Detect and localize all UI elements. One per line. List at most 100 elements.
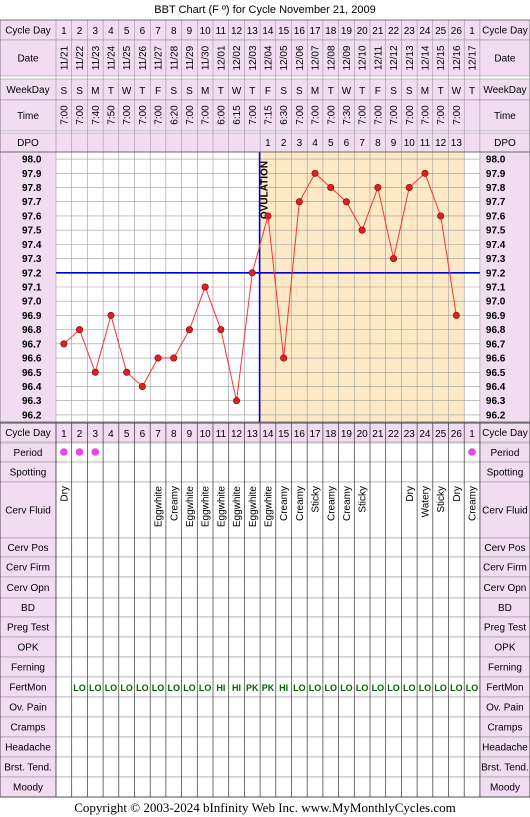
temperature-point-day-15 [280,354,288,362]
date-cell: 12/04 [263,45,274,70]
fertmon-cell: LO [105,683,118,693]
weekday-cell: W [342,86,352,97]
temperature-point-day-20 [358,226,366,234]
temperature-point-day-5 [123,368,131,376]
temperature-point-day-12 [233,397,241,405]
cycle-day-cell-bottom: 16 [294,429,306,440]
cycle-day-cell: 18 [325,26,337,37]
cycle-day-cell-bottom: 18 [325,429,337,440]
temperature-point-day-22 [390,255,398,263]
temperature-point-day-14 [264,212,272,220]
fertmon-cell: LO [372,683,385,693]
row-body-bg-cerv_opn [55,576,481,599]
time-cell: 7:00 [311,105,322,125]
period-dot [468,448,476,456]
fertmon-cell: LO [387,683,400,693]
date-cell: 12/15 [436,45,447,70]
y-tick-label-right: 96.9 [486,311,506,322]
y-tick-label-right: 98.0 [486,155,506,166]
time-cell: 7:00 [154,105,165,125]
temperature-point-day-25 [437,212,445,220]
cerv-fluid-cell: Watery [420,486,431,517]
time-cell: 7:50 [106,105,117,125]
cycle-day-cell-bottom: 15 [278,429,290,440]
date-cell: 12/13 [405,45,416,70]
cycle-day-cell: 24 [419,26,431,37]
cycle-day-cell: 12 [231,26,243,37]
cycle-day-cell: 6 [140,26,146,37]
y-tick-label-left: 97.3 [22,254,42,265]
row-label-right-spotting: Spotting [487,468,524,479]
dpo-cell: 9 [391,138,397,149]
row-label-left-cycle_day: Cycle Day [5,428,51,439]
weekday-cell: T [218,86,224,97]
weekday-cell: T [469,86,475,97]
row-body-bg-bd [55,597,481,618]
dpo-cell: 8 [375,138,381,149]
weekday-cell: W [452,86,462,97]
cycle-day-cell-bottom: 25 [435,429,447,440]
y-tick-label-right: 96.2 [486,410,506,421]
cycle-day-cell-bottom: 5 [124,429,130,440]
time-cell: 7:00 [122,105,133,125]
cycle-day-cell-bottom: 3 [92,429,98,440]
cycle-day-cell-bottom: 17 [309,429,321,440]
date-cell: 12/05 [279,45,290,70]
row-label-left-date: Date [17,54,39,65]
dpo-cell: 1 [265,138,271,149]
date-cell: 11/29 [185,45,196,70]
row-label-left-headache: Headache [5,743,51,754]
weekday-cell: M [91,86,99,97]
lower-table-border [0,422,530,798]
fertmon-cell: LO [152,683,165,693]
cycle-day-cell-bottom: 4 [108,429,114,440]
cerv-fluid-cell: Eggwhite [185,486,196,528]
date-cell: 12/08 [326,45,337,70]
cycle-day-cell-bottom: 14 [262,429,274,440]
time-cell: 7:00 [452,105,463,125]
time-cell: 6:00 [216,105,227,125]
date-cell: 12/07 [311,45,322,70]
cerv-fluid-cell: Creamy [342,486,353,521]
cycle-day-cell: 9 [187,26,193,37]
row-label-right-ferning: Ferning [488,663,522,674]
row-body-bg-period [55,442,481,463]
row-label-left-period: Period [14,448,43,459]
y-tick-label-left: 97.1 [22,283,42,294]
y-tick-label-left: 96.7 [22,339,42,350]
cerv-fluid-cell: Sticky [311,486,322,513]
y-tick-label-left: 97.4 [22,240,42,251]
fertmon-cell: LO [73,683,86,693]
cerv-fluid-cell: Dry [59,486,70,502]
temperature-point-day-10 [201,283,209,291]
row-label-left-moody: Moody [13,783,43,794]
cycle-day-cell: 17 [309,26,321,37]
weekday-cell: S [170,86,177,97]
row-label-right-cycle_day: Cycle Day [482,428,528,439]
row-body-bg-cerv_firm [55,556,481,578]
row-label-left-weekday: WeekDay [6,85,49,96]
cerv-fluid-cell: Eggwhite [232,486,243,528]
temperature-point-day-4 [107,311,115,319]
period-dot [91,448,100,456]
date-cell: 12/09 [342,45,353,70]
footer-copyright: Copyright © 2003-2024 bInfinity Web Inc.… [74,800,455,815]
row-header-bg-time [0,99,530,132]
weekday-cell: W [122,86,132,97]
weekday-cell: T [108,86,114,97]
row-body-bg-preg_test [55,616,481,638]
time-cell: 7:00 [201,105,212,125]
temperature-line [63,172,457,401]
fertmon-cell: LO [450,683,463,693]
y-tick-label-left: 98.0 [22,155,42,166]
fertmon-cell: PK [246,683,259,693]
cycle-day-cell-bottom: 8 [171,429,177,440]
row-label-left-fertmon: FertMon [9,683,46,694]
time-cell: 7:00 [405,105,416,125]
y-tick-label-right: 97.5 [486,226,506,237]
row-label-left-bd: BD [21,603,35,614]
date-cell: 11/23 [91,45,102,70]
cerv-fluid-cell: Creamy [326,486,337,521]
y-tick-label-left: 96.8 [22,325,42,336]
